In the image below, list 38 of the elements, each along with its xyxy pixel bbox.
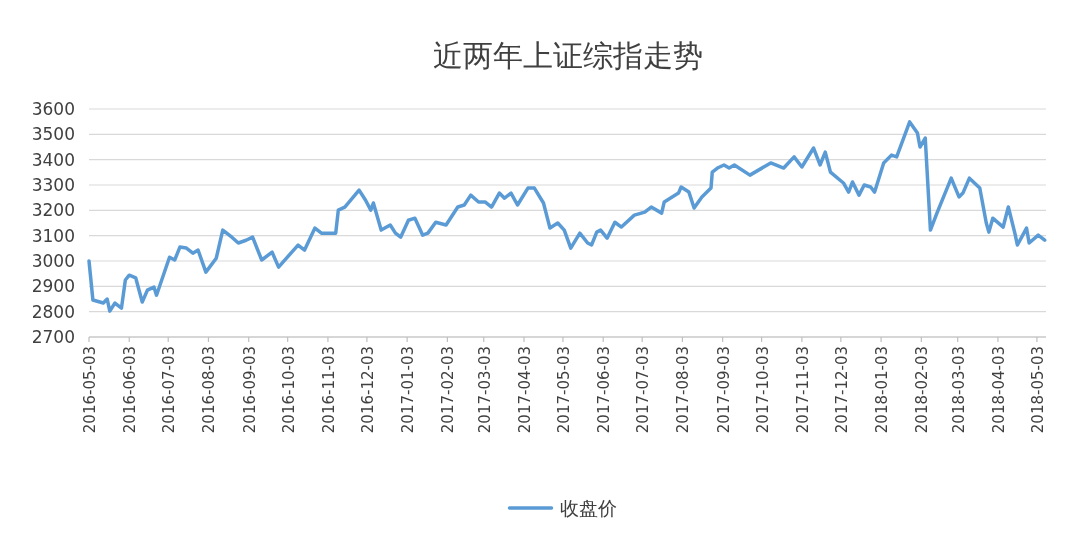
chart-title: 近两年上证综指走势 <box>432 38 703 73</box>
line-series <box>87 120 1047 313</box>
y-tick-label: 2700 <box>31 327 75 347</box>
x-tick-label: 2018-02-03 <box>913 346 932 434</box>
x-tick-label: 2017-12-03 <box>832 346 851 434</box>
legend-label: 收盘价 <box>559 497 617 519</box>
y-tick-label: 3200 <box>31 200 75 221</box>
y-tick-label: 3400 <box>31 149 75 170</box>
y-tick-label: 3000 <box>31 251 75 271</box>
x-tick-label: 2016-09-03 <box>240 346 259 434</box>
x-tick-label: 2016-05-03 <box>81 346 99 434</box>
x-tick-label: 2018-01-03 <box>873 346 892 434</box>
x-tick-label: 2017-02-03 <box>439 346 458 434</box>
x-tick-label: 2016-12-03 <box>358 346 377 434</box>
x-tick-label: 2017-09-03 <box>714 346 733 434</box>
y-tick-label: 3300 <box>31 175 75 195</box>
x-tick-label: 2018-04-03 <box>989 346 1008 434</box>
x-tick-label: 2017-03-03 <box>475 346 494 434</box>
x-tick-label: 2016-10-03 <box>279 346 298 434</box>
y-tick-label: 3500 <box>31 124 75 145</box>
x-tick-label: 2016-11-03 <box>319 346 338 434</box>
x-tick-label: 2017-11-03 <box>793 346 812 434</box>
x-tick-label: 2018-05-03 <box>1028 346 1047 434</box>
x-tick-label: 2017-01-03 <box>399 346 418 434</box>
y-tick-label: 2800 <box>31 301 75 322</box>
x-tick-label: 2017-05-03 <box>554 346 573 434</box>
x-tick-label: 2017-10-03 <box>753 346 772 434</box>
x-tick-label: 2016-07-03 <box>160 346 179 434</box>
x-tick-label: 2017-04-03 <box>516 346 534 434</box>
x-tick-label: 2017-08-03 <box>674 346 693 434</box>
y-tick-label: 3600 <box>31 99 75 119</box>
x-tick-label: 2017-07-03 <box>634 346 653 434</box>
y-tick-label: 2900 <box>31 276 75 297</box>
y-tick-label: 3100 <box>31 225 75 246</box>
x-tick-label: 2016-06-03 <box>121 346 140 434</box>
x-tick-label: 2016-08-03 <box>200 346 219 434</box>
x-tick-label: 2017-06-03 <box>595 346 614 434</box>
x-tick-label: 2018-03-03 <box>949 346 968 434</box>
